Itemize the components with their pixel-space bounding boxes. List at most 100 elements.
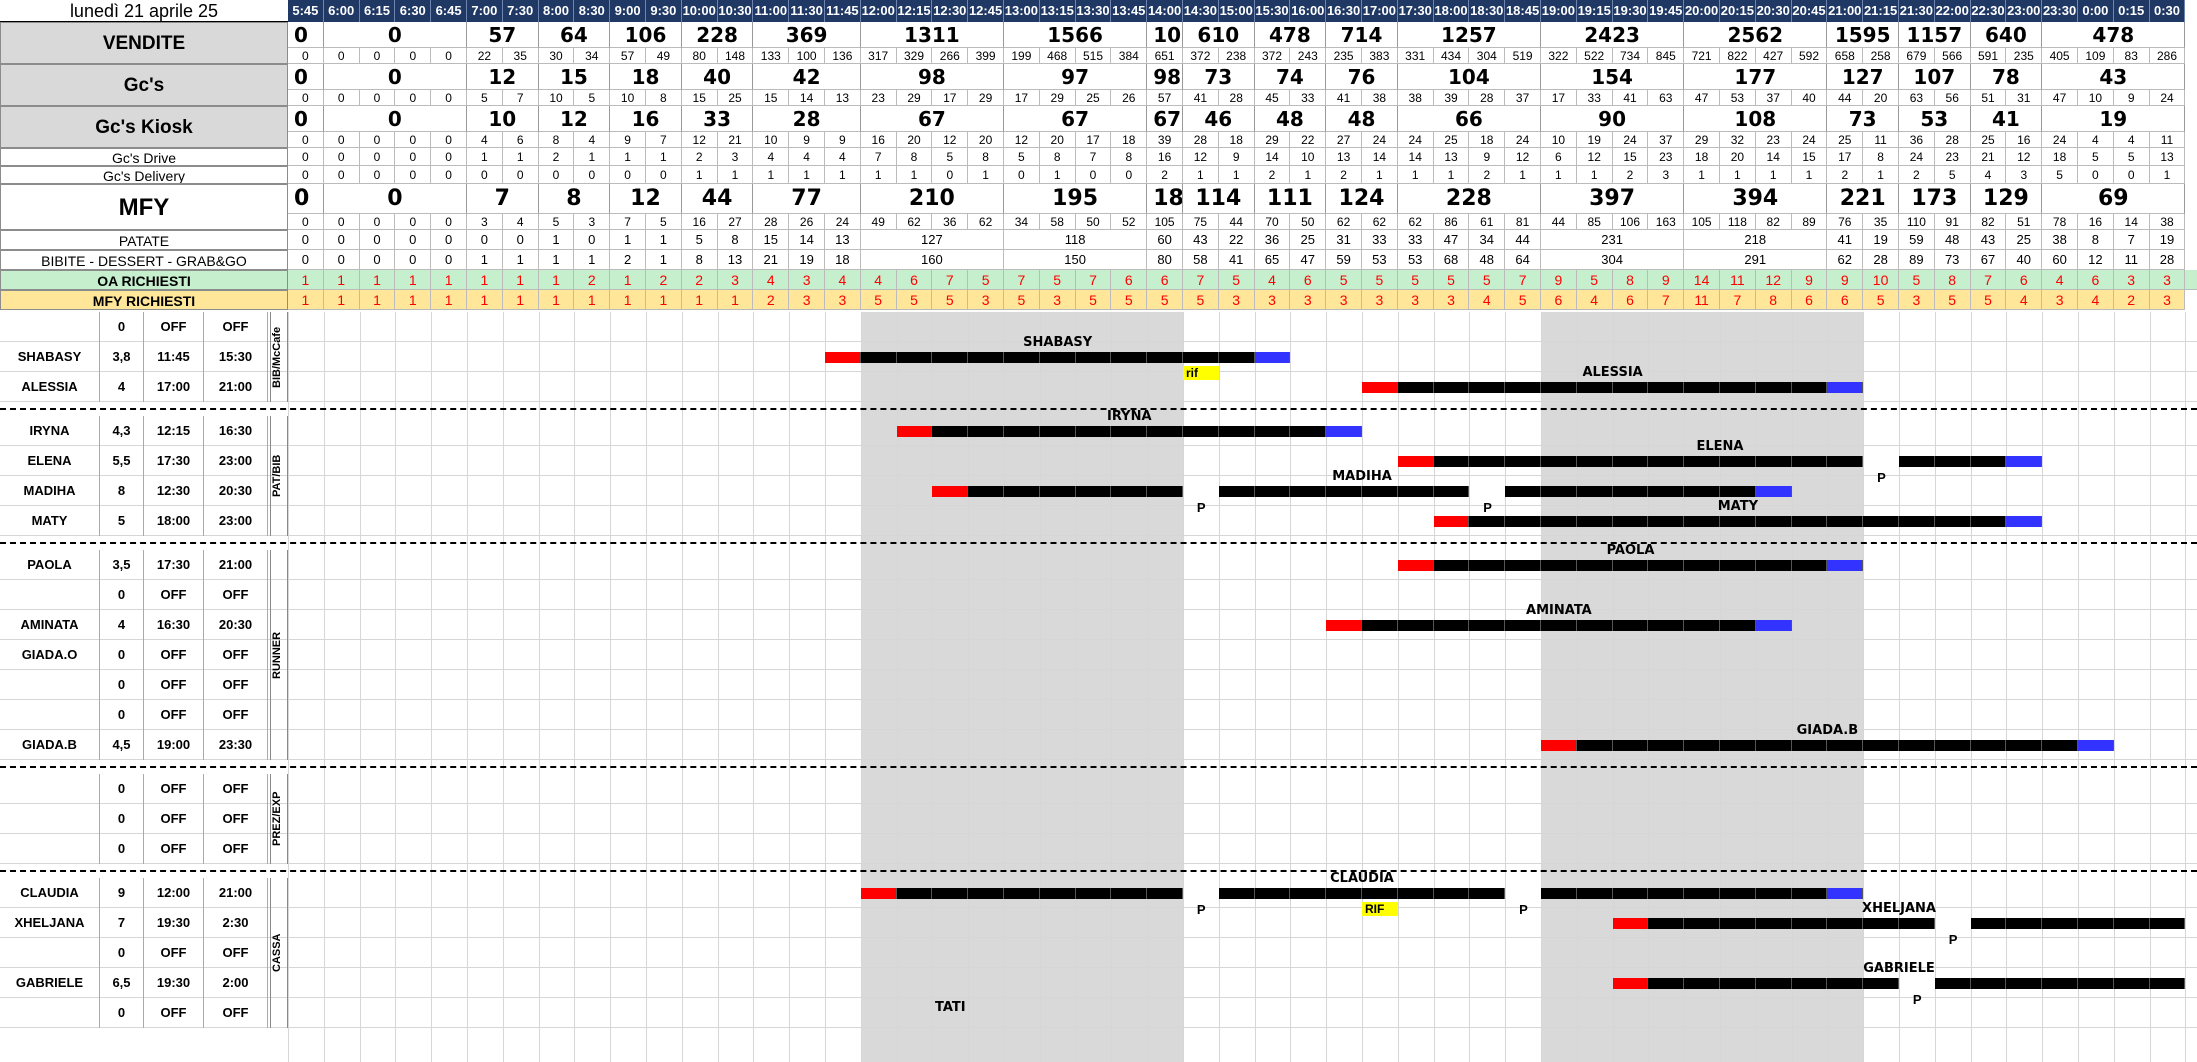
metric-detail-cell[interactable]: 0 <box>431 250 467 270</box>
metric-detail-cell[interactable]: 4 <box>789 148 825 166</box>
metric-detail-cell[interactable]: 3 <box>2042 290 2078 310</box>
metric-detail-cell[interactable]: 5 <box>1218 270 1255 290</box>
shift-end[interactable]: 23:30 <box>204 730 268 760</box>
shift-bar-start[interactable] <box>825 352 861 363</box>
metric-detail-cell[interactable]: 1 <box>431 290 467 310</box>
shift-start[interactable]: 12:00 <box>144 878 204 908</box>
metric-detail-cell[interactable]: 0 <box>288 90 324 106</box>
metric-detail-cell[interactable]: 16 <box>2078 214 2114 230</box>
metric-detail-cell[interactable]: 1 <box>896 166 933 184</box>
metric-total[interactable]: 107 <box>1899 64 1971 90</box>
metric-total[interactable]: 2423 <box>1541 22 1685 48</box>
metric-detail-cell[interactable]: 4 <box>2078 132 2114 148</box>
time-header-cell[interactable]: 16:00 <box>1290 0 1327 22</box>
metric-detail-cell[interactable]: 17 <box>1541 90 1577 106</box>
metric-detail-cell[interactable]: 2 <box>1827 166 1864 184</box>
employee-hours[interactable]: 0 <box>100 312 144 342</box>
metric-detail-cell[interactable]: 8 <box>681 250 718 270</box>
employee-name[interactable] <box>0 312 100 342</box>
employee-name[interactable]: PAOLA <box>0 550 100 580</box>
metric-detail-cell[interactable]: 0 <box>288 166 324 184</box>
metric-detail-cell[interactable]: 41 <box>1218 250 1255 270</box>
metric-detail-cell[interactable]: 12 <box>2078 250 2114 270</box>
metric-detail-cell[interactable]: 0 <box>431 166 467 184</box>
metric-detail-cell[interactable]: 51 <box>2006 214 2043 230</box>
metric-label[interactable]: Gc's Delivery <box>0 166 288 184</box>
metric-detail-cell[interactable]: 53 <box>1397 250 1434 270</box>
shift-bar-block[interactable] <box>1899 456 2007 467</box>
metric-detail-cell[interactable]: 31 <box>2006 90 2043 106</box>
metric-detail-cell[interactable]: 0 <box>359 166 396 184</box>
time-header-cell[interactable]: 16:30 <box>1326 0 1362 22</box>
shift-end[interactable]: OFF <box>204 998 268 1028</box>
metric-detail-cell[interactable]: 1 <box>1863 166 1899 184</box>
metric-detail-cell[interactable]: 434 <box>1433 48 1470 64</box>
shift-bar-block[interactable] <box>1970 918 2186 929</box>
metric-detail-cell[interactable]: 3 <box>1397 290 1434 310</box>
metric-detail-cell[interactable]: 1 <box>502 290 539 310</box>
metric-detail-cell[interactable]: 3 <box>1326 290 1362 310</box>
metric-total[interactable]: 210 <box>860 184 1004 214</box>
metric-detail-cell[interactable]: 4 <box>1576 290 1613 310</box>
metric-total[interactable]: 106 <box>610 22 682 48</box>
metric-total[interactable]: 0 <box>323 184 467 214</box>
metric-detail-cell[interactable]: 4 <box>2078 290 2114 310</box>
shift-bar-block[interactable] <box>1362 620 1756 631</box>
metric-detail-cell[interactable]: 20 <box>1720 148 1756 166</box>
metric-detail-cell[interactable]: 18 <box>1111 132 1148 148</box>
metric-detail-cell[interactable]: 14 <box>789 230 825 250</box>
metric-total[interactable]: 111 <box>1254 184 1327 214</box>
metric-detail-cell[interactable]: 6 <box>1290 270 1327 290</box>
shift-start[interactable]: OFF <box>144 998 204 1028</box>
metric-detail-cell[interactable]: 8 <box>1934 270 1971 290</box>
employee-hours[interactable]: 0 <box>100 774 144 804</box>
shift-bar-block[interactable] <box>1934 978 2186 989</box>
shift-bar-block[interactable] <box>860 352 1255 363</box>
metric-detail-cell[interactable]: 5 <box>467 90 503 106</box>
metric-detail-cell[interactable]: 4 <box>2042 270 2078 290</box>
metric-detail-cell[interactable]: 0 <box>1004 166 1040 184</box>
metric-total[interactable]: 67 <box>1004 106 1148 132</box>
shift-end[interactable]: OFF <box>204 938 268 968</box>
metric-total[interactable]: 66 <box>1397 106 1541 132</box>
metric-detail-cell[interactable]: 20 <box>1039 132 1076 148</box>
metric-detail-cell[interactable]: 21 <box>1970 148 2007 166</box>
metric-detail-cell[interactable]: 9 <box>1541 270 1577 290</box>
metric-total[interactable]: 369 <box>753 22 861 48</box>
metric-detail-cell[interactable]: 6 <box>896 270 933 290</box>
shift-end[interactable]: OFF <box>204 670 268 700</box>
metric-detail-cell[interactable]: 81 <box>1505 214 1541 230</box>
metric-detail-cell[interactable]: 1 <box>789 166 825 184</box>
metric-total[interactable]: 478 <box>2042 22 2186 48</box>
employee-name[interactable]: CLAUDIA <box>0 878 100 908</box>
metric-total[interactable]: 64 <box>538 22 611 48</box>
metric-detail-cell[interactable]: 9 <box>1791 270 1828 290</box>
metric-detail-cell[interactable]: 591 <box>1970 48 2007 64</box>
metric-detail-cell[interactable]: 44 <box>1541 214 1577 230</box>
metric-total[interactable]: 12 <box>610 184 682 214</box>
metric-detail-cell[interactable]: 5 <box>1970 290 2007 310</box>
metric-total[interactable]: 0 <box>323 106 467 132</box>
metric-detail-cell[interactable]: 1 <box>1755 166 1792 184</box>
metric-detail-cell[interactable]: 62 <box>1326 214 1362 230</box>
metric-detail-cell[interactable]: 18 <box>2042 148 2078 166</box>
time-header-cell[interactable]: 14:30 <box>1183 0 1219 22</box>
metric-detail-cell[interactable]: 3 <box>1290 290 1327 310</box>
metric-detail-cell[interactable]: 86 <box>1433 214 1470 230</box>
metric-detail-cell[interactable]: 3 <box>1362 290 1398 310</box>
metric-total[interactable]: 610 <box>1183 22 1255 48</box>
metric-detail-cell[interactable]: 9 <box>1218 148 1255 166</box>
metric-detail-cell[interactable]: 1 <box>288 270 324 290</box>
time-header-cell[interactable]: 0:15 <box>2113 0 2150 22</box>
metric-detail-cell[interactable]: 18 <box>1469 132 1506 148</box>
metric-detail-cell[interactable]: 2 <box>1899 166 1935 184</box>
metric-detail-cell[interactable]: 8 <box>1863 148 1899 166</box>
metric-detail-cell[interactable]: 218 <box>1684 230 1828 250</box>
metric-detail-cell[interactable]: 372 <box>1183 48 1219 64</box>
metric-detail-cell[interactable]: 56 <box>1934 90 1971 106</box>
metric-detail-cell[interactable]: 0 <box>359 250 396 270</box>
employee-hours[interactable]: 0 <box>100 834 144 864</box>
metric-detail-cell[interactable]: 8 <box>1612 270 1649 290</box>
metric-detail-cell[interactable]: 78 <box>2042 214 2078 230</box>
metric-detail-cell[interactable]: 38 <box>2149 214 2186 230</box>
